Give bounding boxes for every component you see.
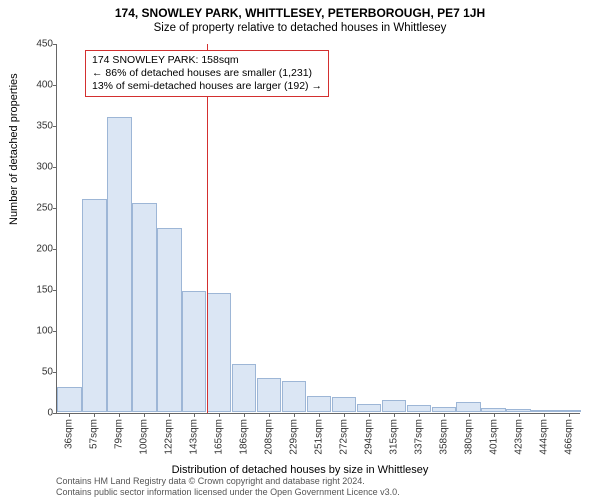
xtick-mark <box>319 413 320 417</box>
footer-line-1: Contains HM Land Registry data © Crown c… <box>56 476 400 487</box>
histogram-bar <box>506 409 530 412</box>
xtick-label: 294sqm <box>363 419 374 455</box>
xtick-mark <box>494 413 495 417</box>
ytick-mark <box>53 44 57 45</box>
xtick-label: 466sqm <box>563 419 574 455</box>
xtick-mark <box>119 413 120 417</box>
xtick-label: 122sqm <box>164 419 175 455</box>
xtick-mark <box>469 413 470 417</box>
ytick-label: 450 <box>23 39 53 50</box>
histogram-bar <box>432 407 456 412</box>
ytick-label: 200 <box>23 244 53 255</box>
ytick-mark <box>53 208 57 209</box>
property-size-marker <box>207 44 208 413</box>
plot-region: 05010015020025030035040045036sqm57sqm79s… <box>56 44 580 414</box>
xtick-label: 100sqm <box>139 419 150 455</box>
histogram-bar <box>556 410 580 412</box>
xtick-mark <box>444 413 445 417</box>
xtick-label: 444sqm <box>538 419 549 455</box>
xtick-label: 401sqm <box>488 419 499 455</box>
ytick-mark <box>53 372 57 373</box>
xtick-label: 165sqm <box>214 419 225 455</box>
xtick-mark <box>294 413 295 417</box>
ytick-mark <box>53 331 57 332</box>
histogram-bar <box>282 381 306 412</box>
histogram-bar <box>257 378 281 412</box>
histogram-bar <box>382 400 406 412</box>
x-axis-label: Distribution of detached houses by size … <box>0 464 600 476</box>
xtick-mark <box>269 413 270 417</box>
histogram-bar <box>57 387 81 412</box>
histogram-bar <box>531 410 555 412</box>
histogram-bar <box>132 203 156 412</box>
ytick-mark <box>53 167 57 168</box>
page-subtitle: Size of property relative to detached ho… <box>0 20 600 34</box>
ytick-mark <box>53 413 57 414</box>
xtick-mark <box>394 413 395 417</box>
xtick-mark <box>569 413 570 417</box>
xtick-label: 380sqm <box>463 419 474 455</box>
footer-attribution: Contains HM Land Registry data © Crown c… <box>56 476 400 498</box>
histogram-bar <box>232 364 256 412</box>
xtick-label: 229sqm <box>289 419 300 455</box>
xtick-label: 143sqm <box>189 419 200 455</box>
xtick-label: 423sqm <box>513 419 524 455</box>
xtick-mark <box>94 413 95 417</box>
ytick-mark <box>53 126 57 127</box>
xtick-mark <box>519 413 520 417</box>
histogram-bar <box>107 117 131 412</box>
xtick-mark <box>544 413 545 417</box>
xtick-label: 57sqm <box>89 419 100 449</box>
xtick-label: 186sqm <box>239 419 250 455</box>
xtick-mark <box>219 413 220 417</box>
histogram-bar <box>307 396 331 412</box>
xtick-label: 79sqm <box>114 419 125 449</box>
xtick-label: 358sqm <box>438 419 449 455</box>
xtick-mark <box>69 413 70 417</box>
histogram-bar <box>207 293 231 412</box>
xtick-mark <box>169 413 170 417</box>
annotation-line: 174 SNOWLEY PARK: 158sqm <box>92 54 322 67</box>
histogram-bar <box>407 405 431 412</box>
annotation-line: ← 86% of detached houses are smaller (1,… <box>92 67 322 80</box>
xtick-mark <box>419 413 420 417</box>
xtick-mark <box>244 413 245 417</box>
ytick-label: 350 <box>23 121 53 132</box>
xtick-label: 315sqm <box>388 419 399 455</box>
ytick-label: 0 <box>23 408 53 419</box>
histogram-bar <box>332 397 356 412</box>
xtick-label: 337sqm <box>413 419 424 455</box>
histogram-bar <box>456 402 480 412</box>
annotation-line: 13% of semi-detached houses are larger (… <box>92 80 322 93</box>
xtick-label: 251sqm <box>314 419 325 455</box>
ytick-label: 250 <box>23 203 53 214</box>
xtick-mark <box>344 413 345 417</box>
ytick-label: 300 <box>23 162 53 173</box>
ytick-label: 400 <box>23 80 53 91</box>
histogram-bar <box>157 228 181 413</box>
ytick-mark <box>53 249 57 250</box>
y-axis-label: Number of detached properties <box>8 73 20 225</box>
page-title: 174, SNOWLEY PARK, WHITTLESEY, PETERBORO… <box>0 0 600 20</box>
xtick-mark <box>144 413 145 417</box>
histogram-bar <box>481 408 505 412</box>
ytick-mark <box>53 290 57 291</box>
ytick-mark <box>53 85 57 86</box>
xtick-label: 36sqm <box>64 419 75 449</box>
histogram-bar <box>82 199 106 412</box>
xtick-mark <box>369 413 370 417</box>
chart-area: 05010015020025030035040045036sqm57sqm79s… <box>56 44 580 414</box>
xtick-label: 272sqm <box>338 419 349 455</box>
xtick-label: 208sqm <box>264 419 275 455</box>
histogram-bar <box>182 291 206 412</box>
footer-line-2: Contains public sector information licen… <box>56 487 400 498</box>
ytick-label: 150 <box>23 285 53 296</box>
annotation-box: 174 SNOWLEY PARK: 158sqm← 86% of detache… <box>85 50 329 97</box>
ytick-label: 100 <box>23 326 53 337</box>
histogram-bar <box>357 404 381 412</box>
ytick-label: 50 <box>23 367 53 378</box>
xtick-mark <box>194 413 195 417</box>
